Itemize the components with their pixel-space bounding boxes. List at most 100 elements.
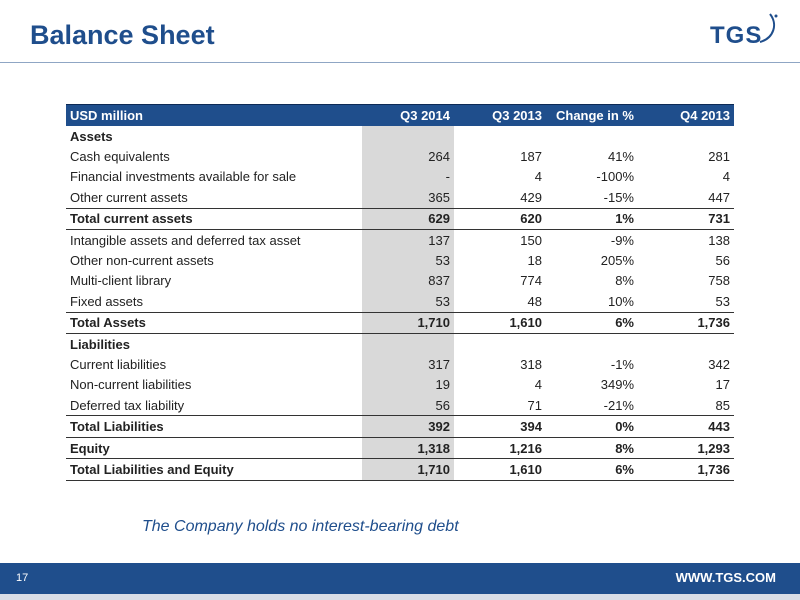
cell: 71 — [454, 395, 546, 417]
cell: 1,710 — [362, 312, 454, 334]
cell: 53 — [362, 291, 454, 313]
cell — [362, 333, 454, 355]
tgs-logo: TGS — [710, 12, 780, 52]
cell: 17 — [715, 377, 730, 393]
cell: 0% — [546, 415, 638, 438]
row-label: Equity — [66, 437, 362, 460]
row-label: Current liabilities — [70, 356, 167, 372]
cell — [454, 126, 546, 146]
cell: 138 — [708, 232, 730, 248]
cell: 1,293 — [638, 437, 734, 460]
cell: 365 — [362, 187, 454, 209]
table-row: Financial investments available for sale… — [66, 166, 734, 188]
row-label: Liabilities — [70, 336, 130, 352]
table-row: Current liabilities 317 318 -1% 342 — [66, 354, 734, 375]
cell: 19 — [362, 374, 454, 396]
section-row-assets: Assets — [66, 126, 734, 147]
row-label: Total Liabilities — [66, 415, 362, 438]
cell: 4 — [534, 169, 542, 185]
balance-sheet-table: USD million Q3 2014 Q3 2013 Change in % … — [66, 104, 734, 481]
cell: 85 — [638, 395, 734, 417]
cell: - — [362, 166, 454, 188]
cell: 1,318 — [362, 437, 454, 460]
cell: 394 — [454, 415, 546, 438]
row-label: Fixed assets — [66, 291, 362, 313]
row-label: Assets — [70, 128, 113, 144]
cell: 4 — [534, 377, 542, 393]
cell: 1,610 — [454, 458, 546, 481]
cell — [454, 333, 546, 354]
cell: 10% — [546, 291, 638, 313]
cell: 137 — [362, 229, 454, 251]
cell: -100% — [596, 169, 634, 185]
page-title: Balance Sheet — [30, 20, 215, 50]
table-row: Other current assets 365 429 -15% 447 — [66, 187, 734, 209]
cell: 205% — [600, 253, 634, 269]
table-header-row: USD million Q3 2014 Q3 2013 Change in % … — [66, 104, 734, 126]
cell — [638, 333, 734, 354]
logo-swoosh-icon — [759, 13, 778, 43]
cell: 187 — [520, 149, 542, 165]
page-number: 17 — [16, 572, 29, 584]
table-row: Cash equivalents 264 187 41% 281 — [66, 146, 734, 167]
cell: 349% — [600, 377, 634, 393]
cell: 447 — [638, 187, 734, 209]
section-row-liabilities: Liabilities — [66, 333, 734, 355]
cell: 53 — [638, 291, 734, 313]
cell: 731 — [638, 208, 734, 230]
website-url: WWW.TGS.COM — [675, 570, 776, 585]
total-row-liabilities-equity: Total Liabilities and Equity 1,710 1,610… — [66, 458, 734, 481]
cell: 774 — [520, 273, 542, 289]
cell: 18 — [527, 253, 542, 269]
cell: 620 — [454, 208, 546, 230]
cell: 758 — [708, 273, 730, 289]
footer-bar: 17 WWW.TGS.COM — [0, 563, 800, 594]
cell: 6% — [546, 312, 638, 334]
cell: 317 — [362, 354, 454, 375]
cell: -9% — [610, 232, 634, 248]
row-label: Deferred tax liability — [66, 395, 362, 417]
table-row: Multi-client library 837 774 8% 758 — [66, 270, 734, 292]
cell: 1,610 — [454, 312, 546, 334]
cell: 56 — [715, 253, 730, 269]
column-header: USD million — [66, 104, 362, 126]
cell: -15% — [546, 187, 638, 209]
cell: 56 — [362, 395, 454, 417]
cell: -21% — [546, 395, 638, 417]
cell: 1,736 — [638, 312, 734, 334]
cell: 1,710 — [362, 458, 454, 481]
column-header: Q3 2013 — [454, 104, 546, 126]
row-label: Financial investments available for sale — [70, 169, 297, 185]
row-label: Total Assets — [66, 312, 362, 334]
cell: 1% — [546, 208, 638, 230]
row-label: Intangible assets and deferred tax asset — [70, 232, 301, 248]
cell: 392 — [362, 415, 454, 438]
cell: 1,736 — [638, 458, 734, 481]
table-row: Fixed assets 53 48 10% 53 — [66, 291, 734, 313]
table-row: Intangible assets and deferred tax asset… — [66, 229, 734, 251]
cell: 629 — [362, 208, 454, 230]
cell: 8% — [615, 273, 634, 289]
cell: 1,216 — [454, 437, 546, 460]
cell: 281 — [708, 149, 730, 165]
cell: 150 — [520, 232, 542, 248]
total-row-equity: Equity 1,318 1,216 8% 1,293 — [66, 437, 734, 460]
cell — [546, 333, 638, 354]
column-header: Change in % — [546, 104, 638, 126]
row-label: Total current assets — [66, 208, 362, 230]
footer-strip — [0, 594, 800, 600]
total-row-current-assets: Total current assets 629 620 1% 731 — [66, 208, 734, 230]
row-label: Multi-client library — [70, 273, 172, 289]
cell: 318 — [520, 356, 542, 372]
column-header: Q4 2013 — [638, 104, 734, 126]
cell: 8% — [546, 437, 638, 460]
cell: 429 — [454, 187, 546, 209]
cell — [362, 126, 454, 147]
table-row: Other non-current assets 53 18 205% 56 — [66, 250, 734, 271]
cell: -1% — [610, 356, 634, 372]
row-label: Total Liabilities and Equity — [66, 458, 362, 481]
cell: 41% — [607, 149, 634, 165]
row-label: Non-current liabilities — [70, 377, 192, 393]
table-row: Non-current liabilities 19 4 349% 17 — [66, 374, 734, 396]
header-rule — [0, 62, 800, 63]
